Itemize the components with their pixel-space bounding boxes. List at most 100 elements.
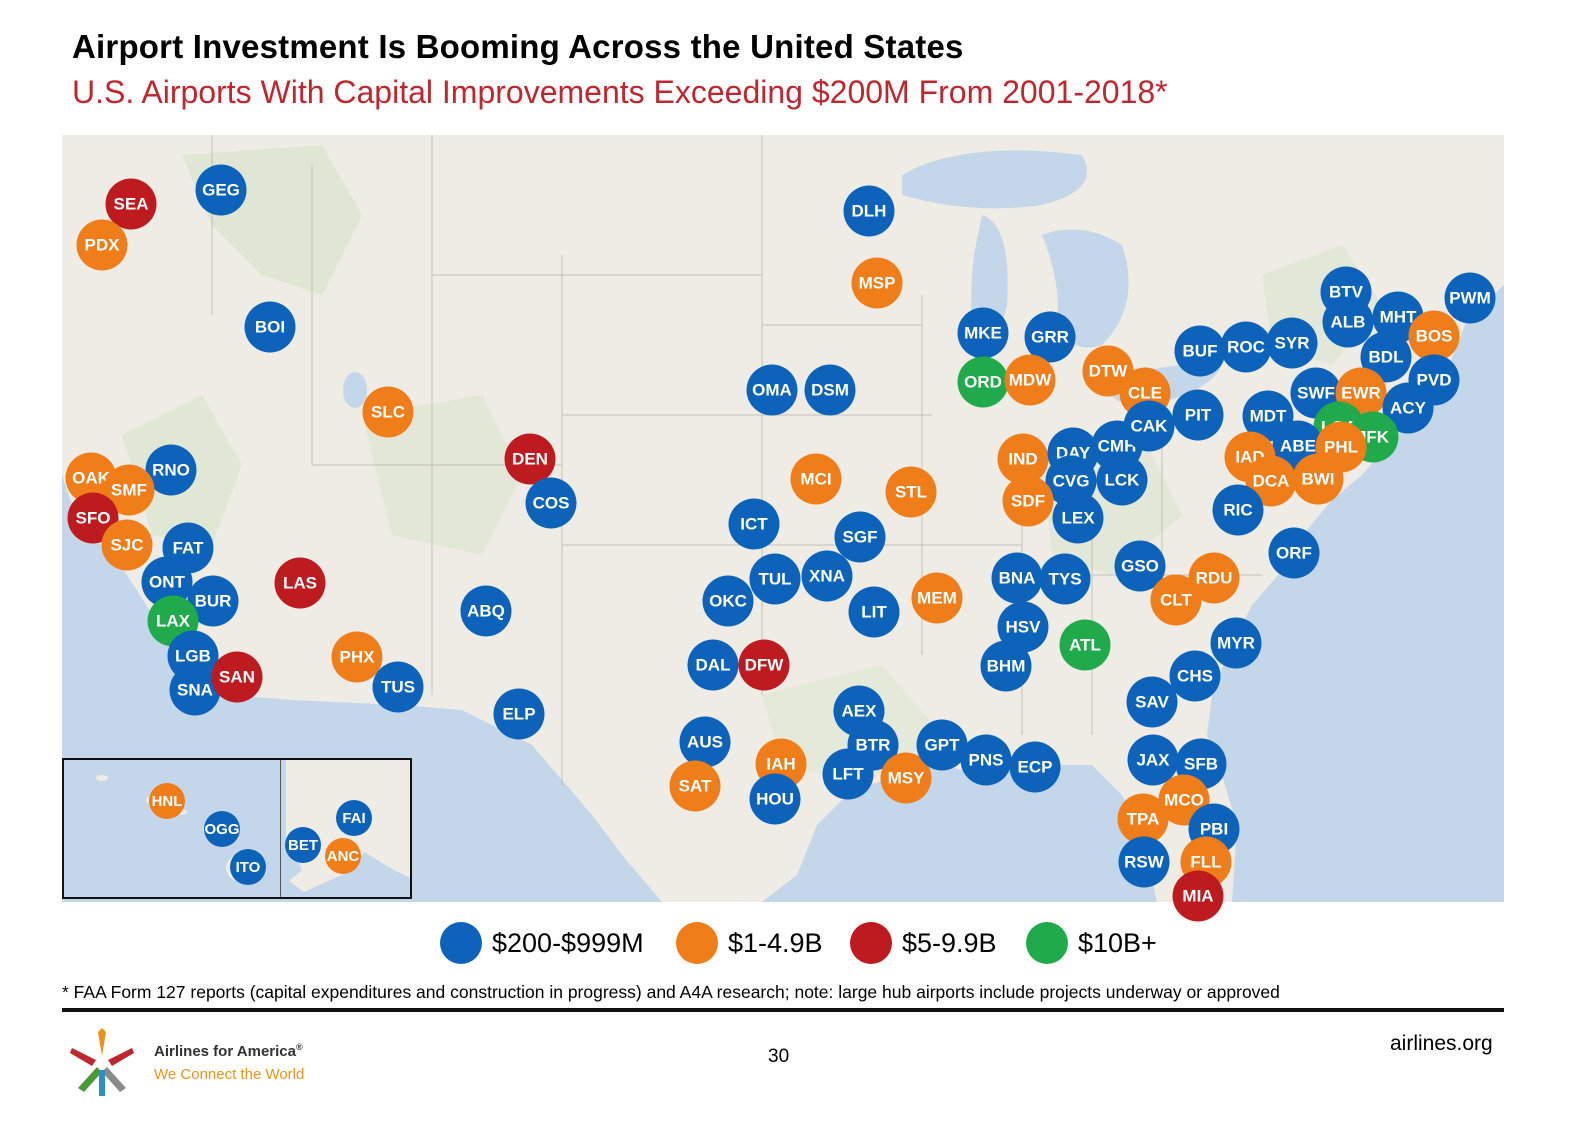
airport-marker-mke: MKE — [957, 307, 1009, 359]
legend: $200-$999M $1-4.9B $5-9.9B $10B+ — [0, 922, 1575, 968]
airport-marker-bwi: BWI — [1292, 453, 1344, 505]
airport-marker-sat: SAT — [669, 760, 721, 812]
airport-marker-pdx: PDX — [76, 219, 128, 271]
airport-marker-phx: PHX — [331, 631, 383, 683]
brand-tagline: We Connect the World — [154, 1066, 305, 1083]
airport-marker-syr: SYR — [1266, 317, 1318, 369]
airport-marker-slc: SLC — [362, 386, 414, 438]
airport-marker-hou: HOU — [749, 773, 801, 825]
airport-marker-ind: IND — [997, 433, 1049, 485]
airport-marker-lit: LIT — [848, 586, 900, 638]
footnote: * FAA Form 127 reports (capital expendit… — [62, 982, 1280, 1002]
airport-marker-sdf: SDF — [1002, 475, 1054, 527]
airport-marker-mdw: MDW — [1004, 354, 1056, 406]
airport-marker-anc: ANC — [325, 838, 361, 874]
airport-marker-tpa: TPA — [1117, 793, 1169, 845]
airport-marker-boi: BOI — [244, 301, 296, 353]
airport-marker-pns: PNS — [960, 734, 1012, 786]
airport-marker-mem: MEM — [911, 572, 963, 624]
page-number: 30 — [768, 1046, 790, 1067]
airport-marker-rno: RNO — [145, 444, 197, 496]
airport-marker-ogg: OGG — [204, 811, 240, 847]
airport-marker-tys: TYS — [1039, 553, 1091, 605]
airport-marker-xna: XNA — [801, 550, 853, 602]
legend-label-orange: $1-4.9B — [728, 927, 823, 958]
page-subtitle: U.S. Airports With Capital Improvements … — [72, 74, 1168, 110]
airport-marker-bdl: BDL — [1360, 331, 1412, 383]
brand-registered-mark: ® — [296, 1042, 303, 1052]
airport-marker-lft: LFT — [822, 748, 874, 800]
airport-marker-geg: GEG — [195, 164, 247, 216]
airport-marker-chs: CHS — [1169, 650, 1221, 702]
airport-marker-ric: RIC — [1212, 484, 1264, 536]
website-url: airlines.org — [1390, 1032, 1493, 1055]
brand-name: Airlines for America® — [154, 1042, 303, 1060]
airport-marker-pit: PIT — [1172, 389, 1224, 441]
airport-marker-rsw: RSW — [1118, 836, 1170, 888]
airport-marker-fai: FAI — [336, 800, 372, 836]
legend-swatch-green — [1026, 922, 1068, 964]
inset-divider — [280, 760, 281, 897]
airport-marker-bos: BOS — [1408, 310, 1460, 362]
legend-item-orange: $1-4.9B — [676, 922, 823, 964]
airport-marker-ito: ITO — [230, 849, 266, 885]
legend-item-red: $5-9.9B — [850, 922, 997, 964]
airport-marker-hnl: HNL — [149, 783, 185, 819]
airport-marker-cos: COS — [525, 477, 577, 529]
airport-marker-lck: LCK — [1096, 454, 1148, 506]
airport-marker-dsm: DSM — [804, 364, 856, 416]
legend-item-green: $10B+ — [1026, 922, 1157, 964]
airport-marker-den: DEN — [504, 433, 556, 485]
airport-marker-elp: ELP — [493, 688, 545, 740]
legend-label-red: $5-9.9B — [902, 927, 997, 958]
a4a-logo-icon — [70, 1028, 134, 1096]
brand-name-text: Airlines for America — [154, 1043, 296, 1060]
airport-marker-smf: SMF — [103, 464, 155, 516]
airport-marker-sfb: SFB — [1175, 738, 1227, 790]
airport-marker-ecp: ECP — [1009, 741, 1061, 793]
airport-marker-atl: ATL — [1059, 619, 1111, 671]
legend-item-blue: $200-$999M — [440, 922, 644, 964]
airport-marker-sgf: SGF — [834, 511, 886, 563]
legend-label-blue: $200-$999M — [492, 927, 644, 958]
airport-marker-sea: SEA — [105, 178, 157, 230]
airport-marker-orf: ORF — [1268, 527, 1320, 579]
airport-marker-lex: LEX — [1052, 492, 1104, 544]
page-title: Airport Investment Is Booming Across the… — [72, 28, 964, 65]
airport-marker-mci: MCI — [790, 453, 842, 505]
airport-marker-bna: BNA — [991, 552, 1043, 604]
legend-swatch-red — [850, 922, 892, 964]
airport-marker-sav: SAV — [1126, 676, 1178, 728]
airport-marker-okc: OKC — [702, 575, 754, 627]
airport-marker-tul: TUL — [749, 553, 801, 605]
legend-swatch-orange — [676, 922, 718, 964]
airport-marker-ewr: EWR — [1335, 367, 1387, 419]
airport-marker-stl: STL — [885, 466, 937, 518]
airport-marker-tus: TUS — [372, 661, 424, 713]
legend-swatch-blue — [440, 922, 482, 964]
airport-marker-swf: SWF — [1290, 367, 1342, 419]
airport-marker-roc: ROC — [1220, 321, 1272, 373]
airport-marker-aex: AEX — [833, 685, 885, 737]
airport-marker-cak: CAK — [1123, 400, 1175, 452]
airport-marker-bet: BET — [285, 827, 321, 863]
airport-marker-mia: MIA — [1172, 870, 1224, 922]
airport-marker-las: LAS — [274, 557, 326, 609]
airport-marker-dlh: DLH — [843, 185, 895, 237]
airport-marker-dfw: DFW — [738, 639, 790, 691]
airport-marker-buf: BUF — [1174, 325, 1226, 377]
airport-marker-sjc: SJC — [101, 519, 153, 571]
airport-marker-dal: DAL — [687, 639, 739, 691]
airport-marker-grr: GRR — [1024, 311, 1076, 363]
airport-marker-msp: MSP — [851, 257, 903, 309]
airport-marker-bhm: BHM — [980, 640, 1032, 692]
airport-marker-clt: CLT — [1150, 574, 1202, 626]
airport-marker-jax: JAX — [1127, 734, 1179, 786]
airport-marker-aus: AUS — [679, 716, 731, 768]
airport-marker-alb: ALB — [1322, 296, 1374, 348]
footer-rule — [62, 1008, 1504, 1012]
airport-marker-san: SAN — [211, 651, 263, 703]
airport-marker-myr: MYR — [1210, 617, 1262, 669]
legend-label-green: $10B+ — [1078, 927, 1157, 958]
airport-marker-ict: ICT — [728, 498, 780, 550]
